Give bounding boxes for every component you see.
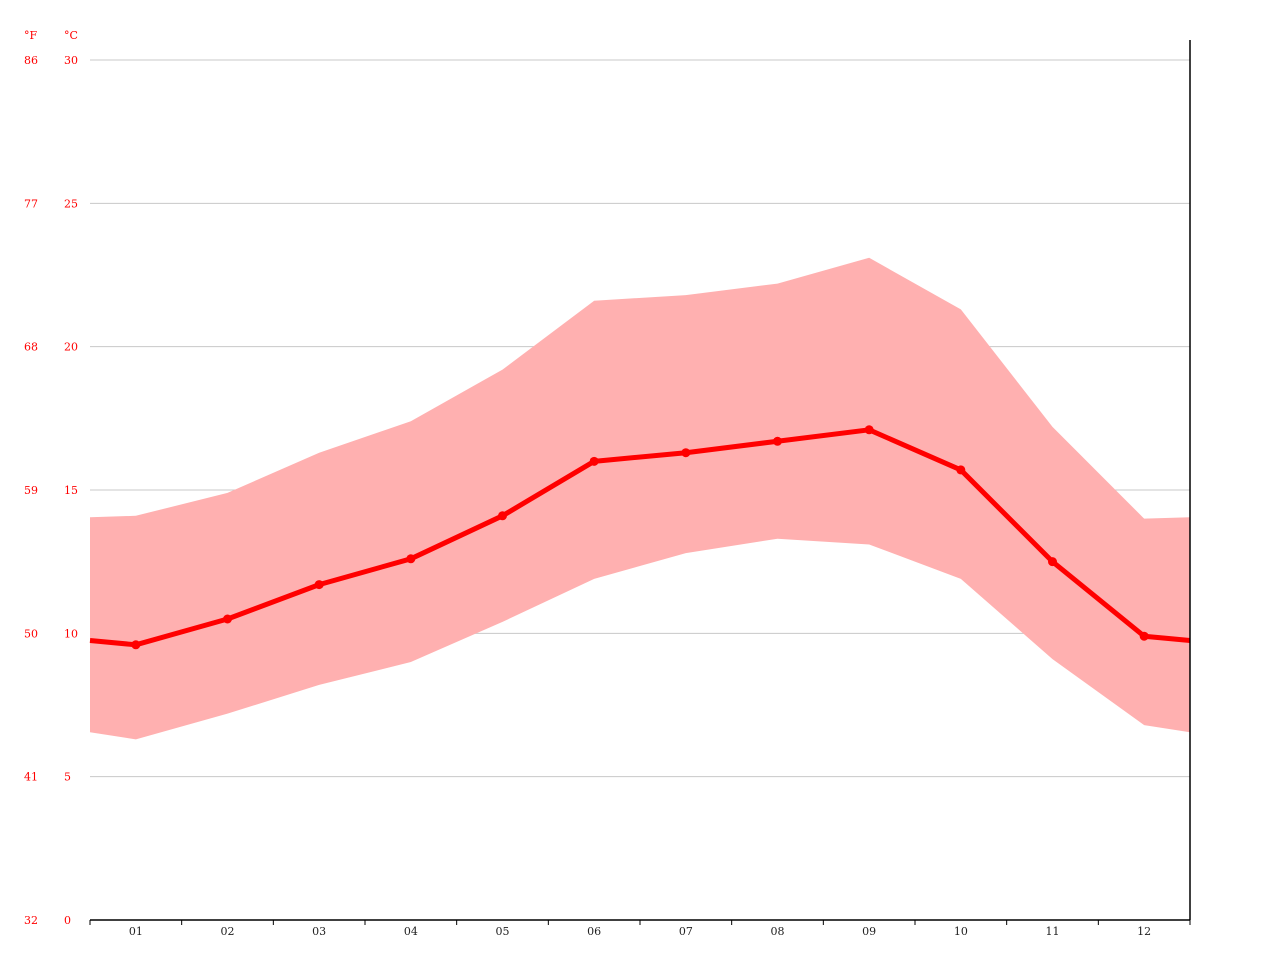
data-point	[223, 614, 232, 624]
x-tick-label: 07	[679, 925, 693, 938]
x-tick-label: 04	[404, 925, 418, 938]
min-max-range-band	[90, 257, 1190, 740]
x-tick-label: 11	[1046, 925, 1060, 938]
data-point	[864, 425, 874, 435]
average-temperature-line	[89, 427, 1191, 648]
x-tick-label: 03	[312, 925, 326, 938]
y-tick-label-c: 10	[64, 627, 78, 640]
y-tick-label-c: 20	[64, 341, 78, 354]
y-tick-label-f: 50	[24, 627, 38, 640]
data-point	[1048, 557, 1057, 567]
x-tick-label: 01	[129, 925, 143, 938]
unit-fahrenheit-label: °F	[24, 29, 38, 42]
x-axis-ticks	[89, 920, 1191, 925]
data-point	[1139, 631, 1149, 641]
y-tick-label-f: 77	[24, 197, 38, 210]
y-tick-label-c: 0	[64, 914, 71, 927]
data-point	[956, 465, 966, 475]
y-tick-label-f: 32	[24, 914, 38, 927]
y-tick-label-c: 25	[64, 197, 78, 210]
data-point	[314, 580, 324, 590]
x-tick-label: 02	[221, 925, 235, 938]
x-tick-label: 08	[771, 925, 785, 938]
x-tick-label: 10	[954, 925, 968, 938]
data-point	[681, 448, 691, 458]
x-tick-label: 06	[587, 925, 601, 938]
y-tick-label-f: 59	[24, 484, 38, 497]
data-point	[773, 436, 782, 446]
y-tick-label-c: 15	[64, 484, 78, 497]
y-tick-label-c: 5	[64, 771, 71, 784]
data-point	[406, 554, 416, 564]
x-tick-label: 12	[1137, 925, 1151, 938]
unit-celsius-label: °C	[64, 29, 78, 42]
data-point	[131, 640, 141, 650]
y-tick-label-f: 86	[24, 54, 38, 67]
y-tick-label-f: 41	[24, 771, 38, 784]
x-tick-label: 09	[862, 925, 876, 938]
data-point	[589, 456, 599, 466]
data-point	[498, 511, 507, 521]
y-tick-label-f: 68	[24, 341, 38, 354]
y-tick-label-c: 30	[64, 54, 78, 67]
x-axis-labels: 01 02 03 04 05 06 07 08 09 10 11 12	[129, 925, 1151, 938]
x-tick-label: 05	[496, 925, 510, 938]
y-axis-labels: 32 0 41 5 50 10 59 15 68 20 77 25 86 30	[24, 54, 78, 927]
average-temperature-points	[131, 425, 1149, 650]
